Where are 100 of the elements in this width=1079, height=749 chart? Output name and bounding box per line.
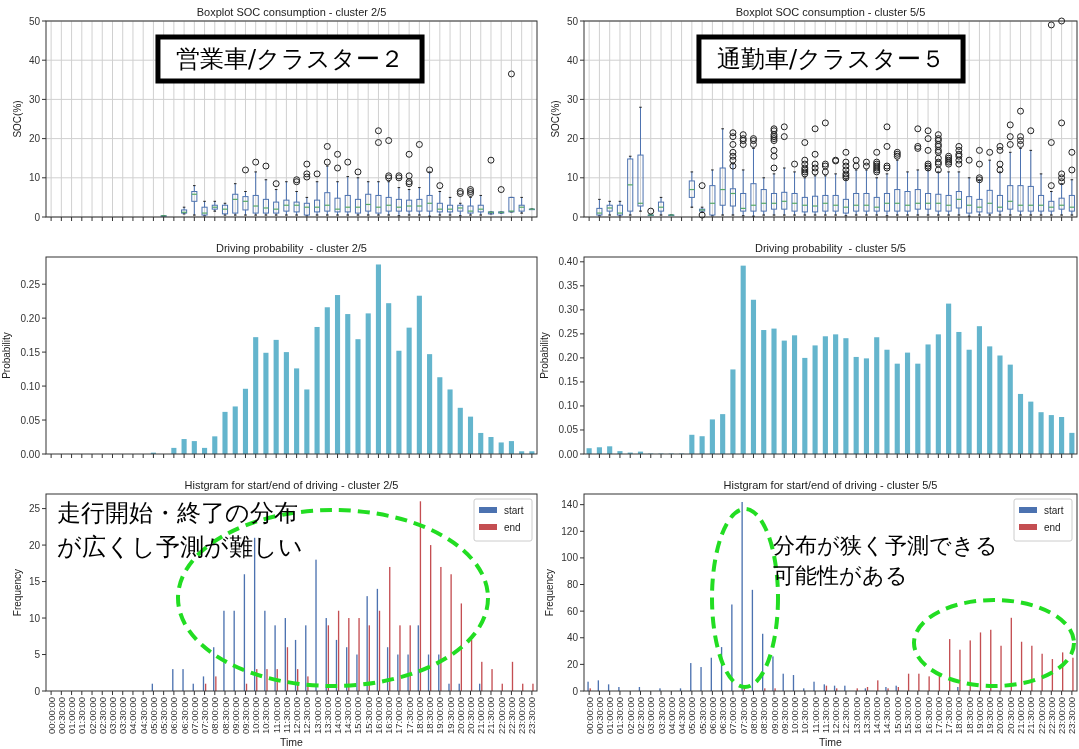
y-tick-label: 25 <box>28 503 41 515</box>
x-tick-label: 21:00:00 <box>1015 697 1027 734</box>
y-tick-label: 20 <box>566 658 579 670</box>
x-tick-label: 03:30:00 <box>117 697 129 734</box>
x-tick-label: 07:00:00 <box>727 697 739 734</box>
x-tick-label: 08:00:00 <box>747 697 759 734</box>
y-tick-label: 0.10 <box>20 380 41 392</box>
x-tick-label: 12:30:00 <box>840 697 852 734</box>
x-tick-label: 10:30:00 <box>260 697 272 734</box>
annotation: 分布が狭く予測できる可能性がある <box>773 533 998 588</box>
x-tick-label: 18:30:00 <box>424 697 436 734</box>
x-tick-label: 23:30:00 <box>526 697 538 734</box>
y-tick-label: 0.10 <box>558 400 579 412</box>
x-tick-label: 14:30:00 <box>881 697 893 734</box>
y-tick-label: 0 <box>572 685 579 697</box>
y-tick-label: 100 <box>561 552 579 564</box>
x-tick-label: 06:30:00 <box>717 697 729 734</box>
y-tick-label: 20 <box>28 133 41 145</box>
x-tick-label: 06:00:00 <box>706 697 718 734</box>
legend-label: start <box>1044 505 1064 516</box>
x-tick-label: 13:00:00 <box>850 697 862 734</box>
y-tick-label: 40 <box>566 632 579 644</box>
y-axis-title: SOC(%) <box>11 100 23 138</box>
y-tick-label: 15 <box>28 576 41 588</box>
x-tick-label: 13:30:00 <box>321 697 333 734</box>
x-tick-label: 18:00:00 <box>953 697 965 734</box>
x-tick-label: 04:00:00 <box>127 697 139 734</box>
x-tick-label: 12:00:00 <box>830 697 842 734</box>
x-tick-label: 20:00:00 <box>994 697 1006 734</box>
x-tick-label: 05:00:00 <box>686 697 698 734</box>
x-tick-label: 16:00:00 <box>372 697 384 734</box>
chart-title: Boxplot SOC consumption - cluster 5/5 <box>735 6 926 18</box>
x-tick-label: 17:30:00 <box>943 697 955 734</box>
y-tick-label: 0.30 <box>558 304 579 316</box>
x-tick-label: 11:00:00 <box>270 697 282 734</box>
y-tick-label: 0.20 <box>558 352 579 364</box>
x-tick-label: 04:30:00 <box>137 697 149 734</box>
y-tick-label: 0.35 <box>558 280 579 292</box>
x-tick-label: 14:00:00 <box>332 697 344 734</box>
x-tick-label: 19:00:00 <box>434 697 446 734</box>
y-tick-label: 60 <box>566 605 579 617</box>
x-tick-label: 01:30:00 <box>76 697 88 734</box>
y-axis-title: Probability <box>0 332 12 379</box>
chart-title: Histgram for start/end of driving - cluster 2/5 <box>184 479 399 491</box>
x-tick-label: 14:30:00 <box>342 697 354 734</box>
x-tick-label: 03:00:00 <box>645 697 657 734</box>
x-axis-title: Time <box>819 736 843 748</box>
x-tick-label: 01:00:00 <box>604 697 616 734</box>
x-tick-label: 22:30:00 <box>505 697 517 734</box>
x-tick-label: 09:30:00 <box>778 697 790 734</box>
y-tick-label: 0.00 <box>558 448 579 460</box>
x-tick-label: 18:00:00 <box>413 697 425 734</box>
y-tick-label: 50 <box>566 15 579 27</box>
x-tick-label: 10:00:00 <box>789 697 801 734</box>
x-tick-label: 02:30:00 <box>634 697 646 734</box>
x-tick-label: 02:00:00 <box>624 697 636 734</box>
y-axis-title: Frequency <box>544 568 556 617</box>
x-tick-label: 22:00:00 <box>1035 697 1047 734</box>
x-tick-label: 05:30:00 <box>696 697 708 734</box>
x-tick-label: 08:30:00 <box>219 697 231 734</box>
y-tick-label: 0.25 <box>558 328 579 340</box>
x-tick-label: 07:30:00 <box>737 697 749 734</box>
x-tick-label: 02:30:00 <box>96 697 108 734</box>
x-tick-label: 07:30:00 <box>199 697 211 734</box>
y-tick-label: 40 <box>566 54 579 66</box>
x-tick-label: 15:00:00 <box>891 697 903 734</box>
x-tick-label: 09:00:00 <box>768 697 780 734</box>
x-tick-label: 16:30:00 <box>922 697 934 734</box>
x-tick-label: 15:30:00 <box>362 697 374 734</box>
x-tick-label: 15:30:00 <box>902 697 914 734</box>
x-tick-label: 19:00:00 <box>973 697 985 734</box>
y-tick-label: 20 <box>28 539 41 551</box>
x-tick-label: 07:00:00 <box>188 697 200 734</box>
x-tick-label: 08:00:00 <box>209 697 221 734</box>
annotation: 通勤車/クラスター５ <box>716 45 946 73</box>
x-tick-label: 11:00:00 <box>809 697 821 734</box>
x-tick-label: 00:30:00 <box>55 697 67 734</box>
x-tick-label: 16:30:00 <box>383 697 395 734</box>
y-tick-label: 0 <box>34 685 41 697</box>
x-tick-label: 20:00:00 <box>454 697 466 734</box>
y-axis-title: SOC(%) <box>549 100 561 138</box>
x-tick-label: 14:00:00 <box>871 697 883 734</box>
y-axis-title: Frequency <box>11 568 23 617</box>
x-tick-label: 22:00:00 <box>495 697 507 734</box>
x-tick-label: 00:00:00 <box>583 697 595 734</box>
y-tick-label: 120 <box>561 525 579 537</box>
y-tick-label: 0 <box>572 211 579 223</box>
y-tick-label: 140 <box>561 499 579 511</box>
y-tick-label: 0.20 <box>20 312 41 324</box>
x-tick-label: 20:30:00 <box>1004 697 1016 734</box>
x-tick-label: 09:30:00 <box>239 697 251 734</box>
x-tick-label: 03:30:00 <box>655 697 667 734</box>
x-tick-label: 12:30:00 <box>301 697 313 734</box>
x-tick-label: 19:30:00 <box>984 697 996 734</box>
y-tick-label: 0.05 <box>20 414 41 426</box>
chart-title: Histgram for start/end of driving - cluster 5/5 <box>723 479 938 491</box>
x-tick-label: 22:30:00 <box>1045 697 1057 734</box>
y-tick-label: 10 <box>28 172 41 184</box>
legend-label: end <box>504 522 521 533</box>
annotation: 営業車/クラスター２ <box>175 45 405 73</box>
